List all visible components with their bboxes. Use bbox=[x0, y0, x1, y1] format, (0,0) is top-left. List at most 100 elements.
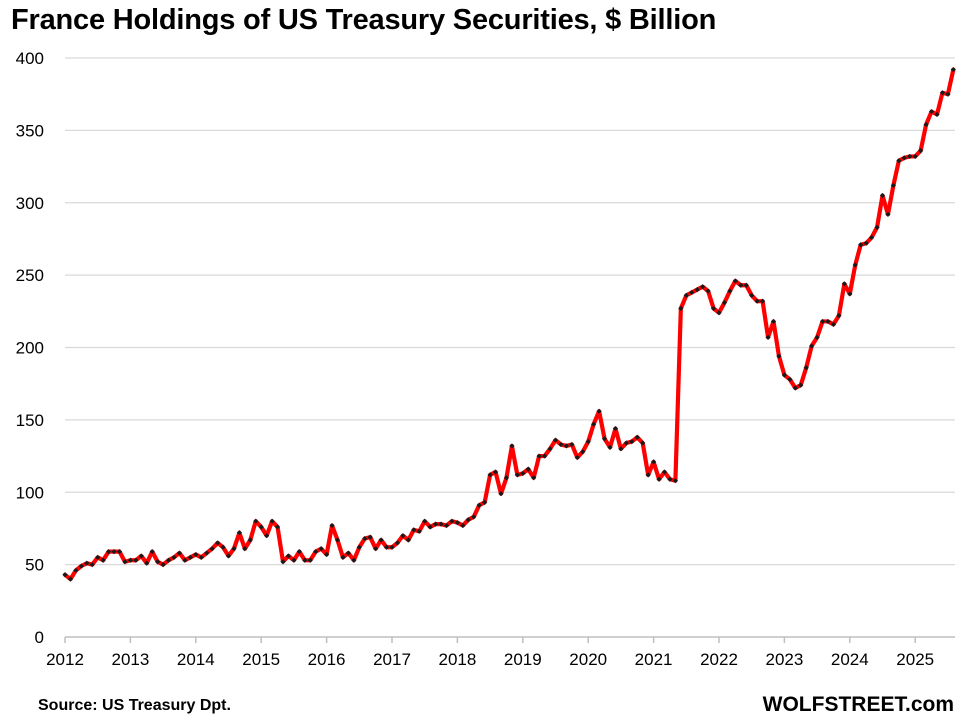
data-point bbox=[656, 476, 662, 482]
data-point bbox=[830, 321, 837, 327]
data-point bbox=[373, 546, 379, 552]
data-point bbox=[776, 353, 782, 359]
data-point bbox=[923, 121, 929, 128]
data-point bbox=[890, 182, 896, 188]
data-point bbox=[885, 211, 891, 217]
data-point bbox=[356, 544, 362, 550]
data-point bbox=[133, 557, 139, 563]
data-point bbox=[329, 522, 335, 529]
data-point bbox=[122, 559, 128, 565]
data-point bbox=[465, 517, 471, 523]
data-point bbox=[574, 454, 580, 461]
y-tick-label: 250 bbox=[16, 266, 44, 285]
data-point bbox=[558, 441, 564, 448]
data-point bbox=[144, 560, 150, 566]
data-point bbox=[498, 491, 504, 497]
data-point bbox=[907, 153, 913, 160]
data-point bbox=[939, 90, 946, 96]
chart-title: France Holdings of US Treasury Securitie… bbox=[11, 4, 717, 36]
data-point bbox=[313, 548, 319, 555]
data-point bbox=[155, 559, 161, 565]
data-point bbox=[787, 376, 793, 382]
data-point bbox=[563, 443, 569, 449]
data-point bbox=[896, 158, 902, 164]
x-tick-label: 2022 bbox=[700, 650, 738, 669]
x-tick-label: 2019 bbox=[504, 650, 542, 669]
data-point bbox=[672, 478, 678, 484]
x-tick-label: 2024 bbox=[831, 650, 869, 669]
data-point bbox=[247, 537, 253, 543]
data-point bbox=[525, 466, 531, 472]
data-point bbox=[792, 385, 798, 391]
data-point bbox=[618, 446, 624, 452]
data-point bbox=[182, 557, 188, 563]
data-point bbox=[264, 533, 270, 539]
data-point bbox=[836, 313, 842, 319]
y-tick-label: 50 bbox=[25, 556, 44, 575]
data-point bbox=[770, 318, 777, 325]
data-point bbox=[433, 521, 439, 527]
data-point bbox=[89, 562, 95, 568]
data-point bbox=[869, 234, 875, 241]
data-point bbox=[945, 91, 951, 97]
series-line bbox=[62, 67, 956, 582]
data-point bbox=[476, 502, 482, 508]
data-point bbox=[661, 469, 668, 475]
data-point bbox=[781, 372, 787, 378]
data-point bbox=[318, 546, 324, 552]
y-tick-label: 0 bbox=[35, 628, 44, 647]
data-point bbox=[274, 524, 281, 530]
data-point bbox=[171, 554, 177, 560]
data-point bbox=[912, 153, 918, 160]
data-point bbox=[231, 546, 237, 552]
x-tick-label: 2015 bbox=[242, 650, 280, 669]
data-point bbox=[482, 499, 488, 505]
data-point bbox=[607, 444, 613, 450]
data-point bbox=[645, 472, 651, 478]
data-point bbox=[204, 550, 210, 556]
data-point bbox=[509, 443, 515, 449]
data-point bbox=[225, 553, 232, 559]
data-point bbox=[307, 557, 313, 563]
data-point bbox=[405, 537, 411, 543]
data-point bbox=[111, 548, 117, 555]
data-point bbox=[542, 453, 548, 459]
data-point bbox=[73, 567, 79, 574]
data-point bbox=[700, 284, 706, 290]
data-point bbox=[362, 535, 368, 542]
data-point bbox=[623, 440, 629, 446]
data-point bbox=[302, 557, 308, 563]
data-point bbox=[634, 434, 640, 440]
data-point bbox=[389, 544, 395, 550]
data-point bbox=[727, 288, 733, 294]
data-point bbox=[345, 550, 351, 556]
data-point bbox=[601, 436, 608, 442]
data-point bbox=[400, 533, 406, 539]
data-point bbox=[629, 438, 635, 445]
data-point bbox=[852, 262, 858, 268]
data-point bbox=[640, 440, 646, 446]
data-point bbox=[705, 288, 711, 294]
data-point bbox=[378, 537, 384, 543]
data-point bbox=[950, 66, 956, 73]
data-point bbox=[580, 449, 586, 455]
data-point bbox=[422, 518, 428, 524]
data-point bbox=[492, 469, 499, 475]
data-point bbox=[165, 557, 172, 563]
data-point bbox=[416, 528, 422, 534]
data-point bbox=[438, 521, 444, 527]
data-point bbox=[291, 557, 297, 563]
data-point bbox=[651, 459, 657, 465]
x-tick-label: 2021 bbox=[635, 650, 673, 669]
x-tick-label: 2020 bbox=[569, 650, 607, 669]
data-point bbox=[324, 551, 330, 558]
data-point bbox=[863, 240, 869, 246]
data-point bbox=[841, 281, 847, 287]
data-point bbox=[116, 548, 123, 555]
data-point bbox=[803, 365, 809, 371]
data-point bbox=[694, 287, 700, 293]
data-point bbox=[667, 476, 673, 482]
data-point bbox=[552, 437, 559, 443]
y-tick-label: 200 bbox=[16, 339, 44, 358]
data-point bbox=[471, 514, 477, 520]
